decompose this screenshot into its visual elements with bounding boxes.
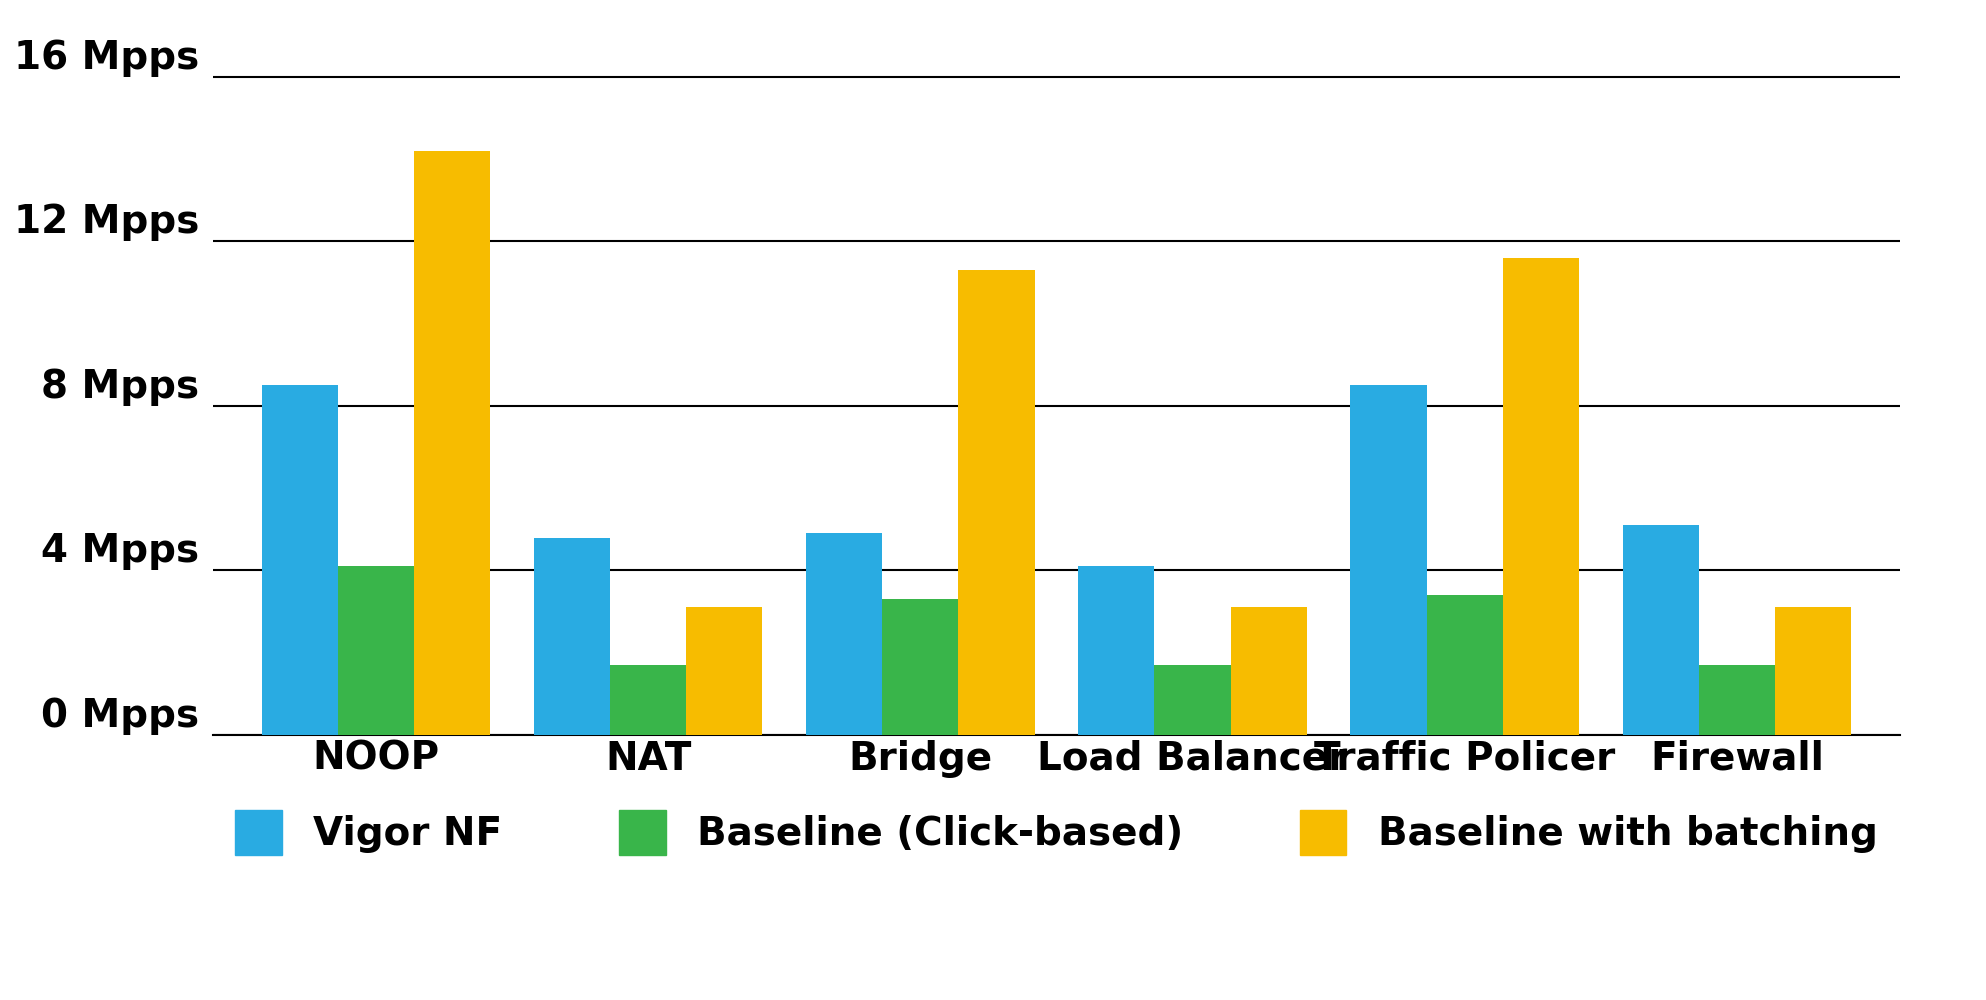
Bar <box>1503 258 1579 735</box>
Bar <box>262 385 338 735</box>
Bar <box>1623 525 1698 735</box>
Bar <box>338 566 415 735</box>
Text: 8 Mpps: 8 Mpps <box>42 368 199 406</box>
Bar <box>1231 607 1307 735</box>
Bar <box>415 151 491 735</box>
Text: 16 Mpps: 16 Mpps <box>14 39 199 77</box>
Bar <box>882 599 959 735</box>
Bar <box>1154 665 1231 735</box>
Bar <box>1698 665 1775 735</box>
Bar <box>1775 607 1851 735</box>
Bar <box>1426 595 1503 735</box>
Bar <box>687 607 763 735</box>
Text: 0 Mpps: 0 Mpps <box>42 697 199 735</box>
Bar <box>1078 566 1154 735</box>
Bar <box>534 538 610 735</box>
Text: 4 Mpps: 4 Mpps <box>42 532 199 570</box>
Legend: Vigor NF, Baseline (Click-based), Baseline with batching: Vigor NF, Baseline (Click-based), Baseli… <box>216 790 1897 874</box>
Bar <box>959 270 1035 735</box>
Bar <box>806 533 882 735</box>
Bar <box>1350 385 1426 735</box>
Text: 12 Mpps: 12 Mpps <box>14 203 199 241</box>
Bar <box>610 665 687 735</box>
